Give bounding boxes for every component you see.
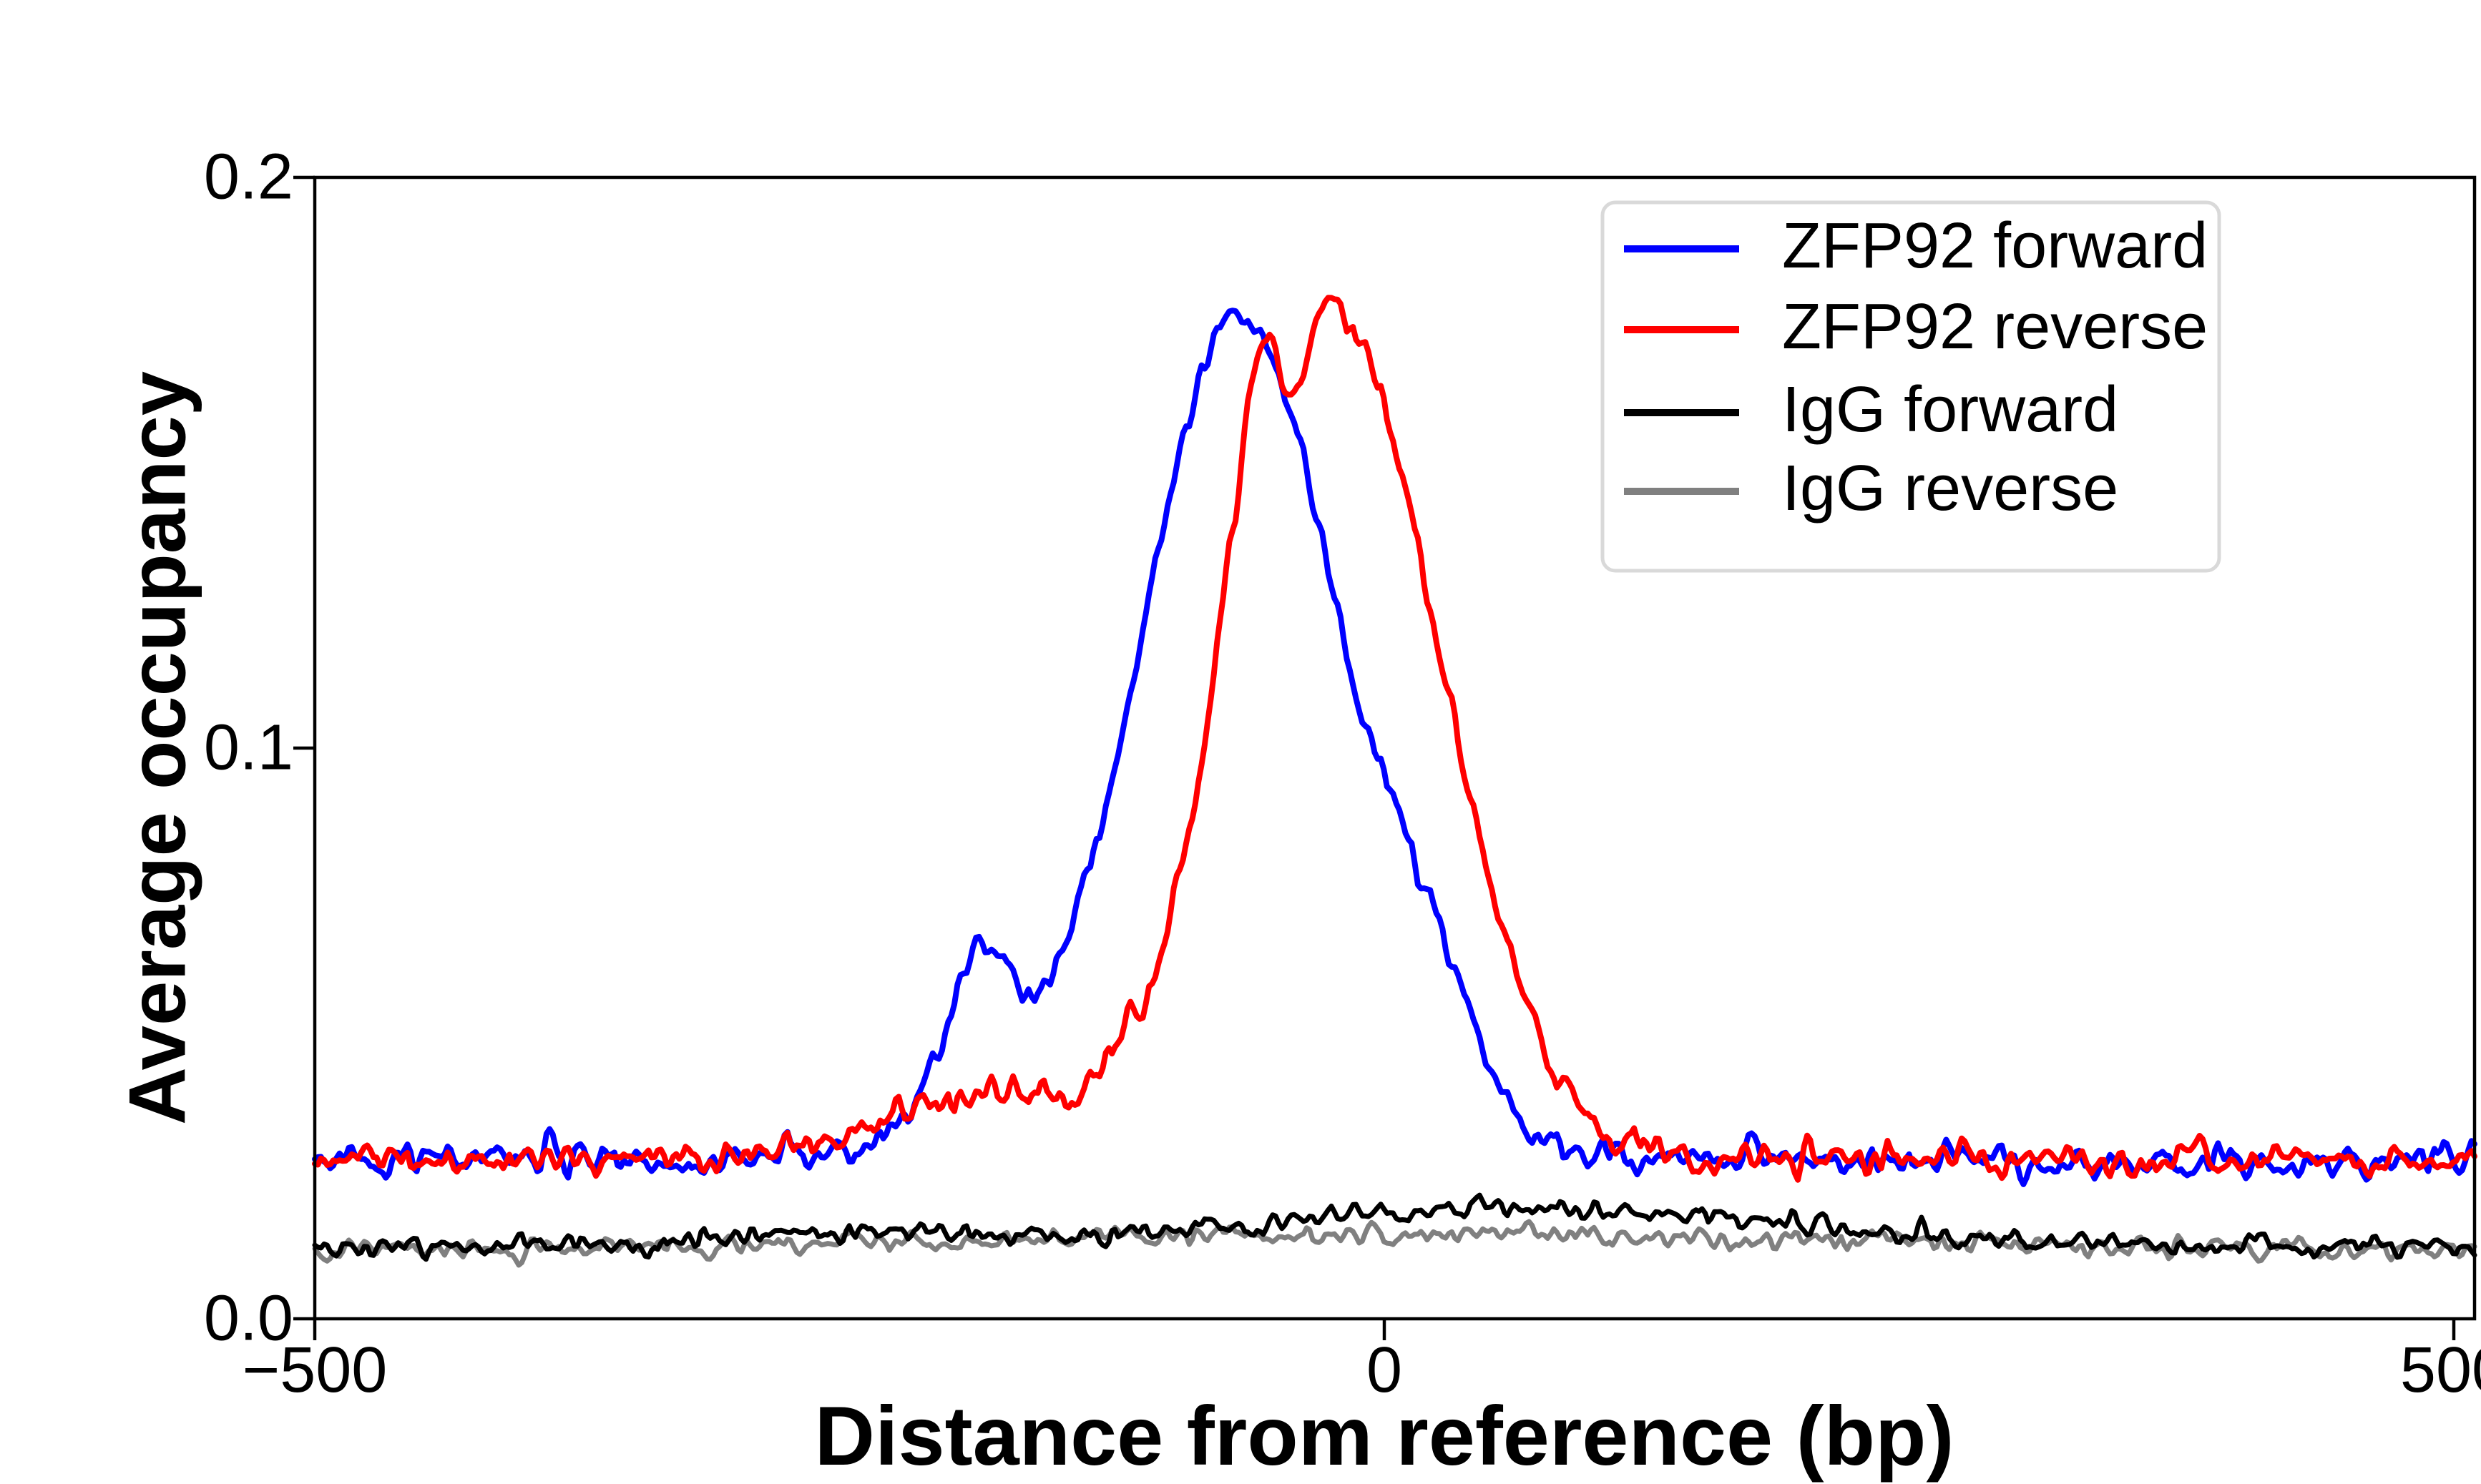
svg-text:ZFP92 forward: ZFP92 forward [1782, 210, 2208, 282]
svg-text:ZFP92 reverse: ZFP92 reverse [1782, 291, 2208, 363]
svg-text:IgG forward: IgG forward [1782, 374, 2118, 446]
svg-text:IgG reverse: IgG reverse [1782, 453, 2118, 524]
